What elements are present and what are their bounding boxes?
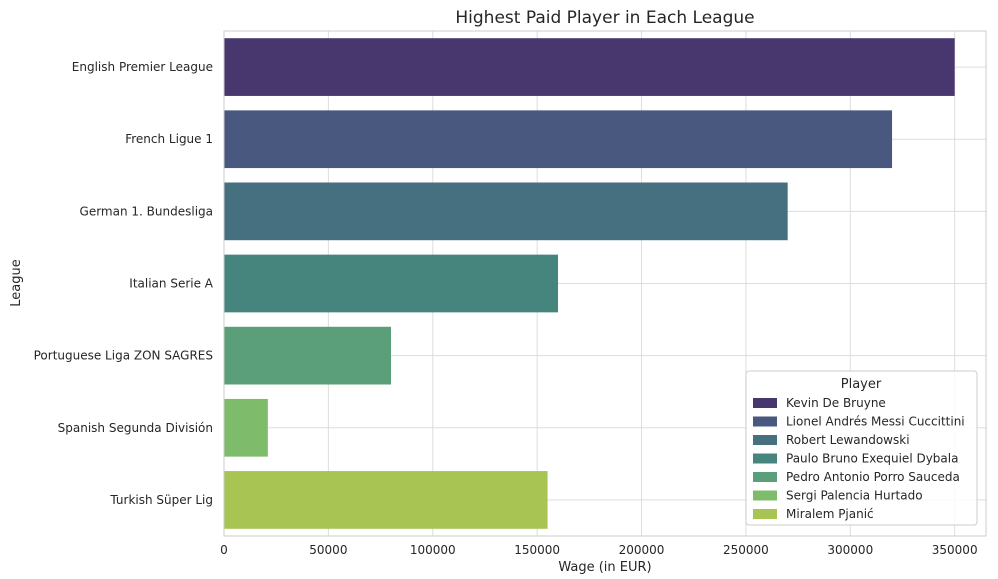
plot-frame: [223, 30, 987, 537]
x-tick-label: 50000: [309, 543, 347, 557]
bars: [224, 38, 955, 529]
legend-swatch: [753, 453, 777, 464]
y-tick-label: German 1. Bundesliga: [80, 204, 213, 218]
legend-entry: Sergi Palencia Hurtado: [786, 489, 923, 503]
y-tick-label: Turkish Süper Lig: [109, 493, 213, 507]
bar: [224, 38, 955, 96]
bar: [224, 398, 268, 457]
legend-swatch: [753, 416, 777, 427]
legend-box: [745, 370, 978, 526]
legend-entry: Pedro Antonio Porro Sauceda: [786, 470, 960, 484]
y-tick-label: French Ligue 1: [125, 132, 213, 146]
x-tick-label: 300000: [827, 543, 873, 557]
legend-items: Kevin De Bruyne Lionel Andrés Messi Cucci…: [753, 396, 965, 521]
legend-swatch: [753, 398, 777, 408]
legend-entry: Paulo Bruno Exequiel Dybala: [786, 452, 958, 466]
bar: [224, 110, 893, 169]
x-tick-label: 100000: [410, 543, 456, 557]
y-axis-ticks: English Premier League French Ligue 1 Germ…: [34, 60, 214, 507]
y-tick-label: Portuguese Liga ZON SAGRES: [34, 349, 213, 363]
legend-swatch: [753, 490, 777, 501]
y-axis-label: League: [9, 259, 24, 306]
bar: [224, 471, 548, 529]
legend-entry: Kevin De Bruyne: [786, 396, 886, 410]
y-tick-label: English Premier League: [72, 60, 213, 74]
bar: [224, 326, 392, 385]
x-tick-label: 200000: [619, 543, 665, 557]
x-axis-label: Wage (in EUR): [558, 560, 651, 575]
x-tick-label: 250000: [723, 543, 769, 557]
legend-title: Player: [841, 377, 882, 392]
x-tick-label: 0: [220, 543, 228, 557]
x-tick-label: 350000: [932, 543, 978, 557]
bar: [224, 254, 559, 313]
legend-entry: Robert Lewandowski: [786, 433, 910, 447]
bar: [224, 182, 788, 241]
legend-entry: Lionel Andrés Messi Cuccittini: [786, 415, 965, 429]
x-axis-ticks: 0 50000 100000 150000 200000 250000 300000 3500…: [220, 543, 977, 557]
x-tick-label: 150000: [514, 543, 560, 557]
legend-swatch: [753, 509, 777, 519]
y-tick-label: Italian Serie A: [129, 277, 214, 291]
legend-swatch: [753, 435, 777, 445]
y-tick-label: Spanish Segunda División: [58, 421, 213, 435]
legend: Player Kevin De Bruyne Lionel Andrés Mess…: [745, 370, 978, 526]
chart-title: Highest Paid Player in Each League: [455, 8, 754, 28]
legend-entry: Miralem Pjanić: [786, 507, 874, 521]
legend-swatch: [753, 472, 777, 482]
